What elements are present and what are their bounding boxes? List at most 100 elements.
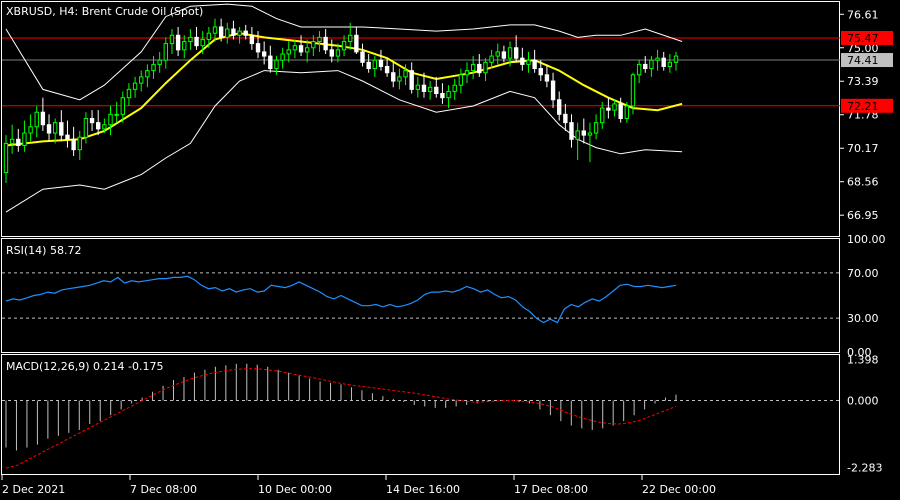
- current-price-tag: [841, 53, 893, 68]
- candle-body: [163, 43, 169, 61]
- candle-body: [77, 136, 82, 151]
- candle-body: [427, 86, 433, 92]
- candle-body: [550, 80, 556, 101]
- candle-body: [194, 36, 199, 47]
- candle-body: [403, 70, 408, 78]
- candle-body: [89, 117, 95, 124]
- rsi-tick-label: 30.00: [847, 312, 879, 325]
- candle-body: [348, 34, 353, 43]
- candle-body: [434, 86, 439, 95]
- time-tick-label: 14 Dec 16:00: [386, 483, 460, 496]
- candle-body: [65, 134, 70, 140]
- candle-body: [40, 111, 46, 126]
- candle-body: [483, 61, 488, 74]
- candle-body: [28, 126, 33, 134]
- candle-body: [507, 47, 513, 59]
- candle-body: [218, 26, 224, 38]
- price-panel-frame: [1, 1, 840, 237]
- candle-body: [237, 30, 242, 36]
- candle-body: [292, 45, 298, 51]
- candle-body: [249, 34, 255, 45]
- macd-panel[interactable]: MACD(12,26,9) 0.214 -0.175 1.398 0.000 -2.…: [1, 353, 883, 475]
- macd-tick-label: -2.283: [847, 462, 882, 475]
- candle-body: [520, 57, 525, 65]
- candle-body: [661, 57, 666, 67]
- candle-body: [311, 41, 316, 49]
- price-tick-label: 70.17: [847, 142, 879, 155]
- candle-body: [391, 72, 396, 82]
- candle-body: [581, 130, 586, 136]
- candle-body: [440, 93, 445, 99]
- candle-body: [22, 132, 27, 147]
- candle-body: [489, 55, 494, 63]
- candle-body: [71, 138, 76, 151]
- rsi-panel[interactable]: RSI(14) 58.72 100.00 70.00 30.00 0.00: [1, 233, 886, 359]
- candle-body: [317, 36, 322, 43]
- candle-body: [593, 122, 599, 134]
- price-tick-label: 73.39: [847, 75, 879, 88]
- candle-body: [231, 28, 236, 36]
- candle-body: [612, 103, 617, 111]
- macd-panel-frame: [1, 354, 840, 475]
- candle-body: [636, 63, 642, 76]
- candle-body: [372, 59, 377, 70]
- rsi-line: [5, 275, 677, 324]
- candle-body: [52, 122, 58, 134]
- candle-body: [341, 41, 347, 51]
- price-level-tag: [841, 30, 893, 45]
- rsi-tick-label: 0.00: [847, 346, 872, 359]
- price-panel[interactable]: XBRUSD, H4: Brent Crude Oil (Spot) 76.61…: [1, 1, 894, 237]
- price-level-label: 72.21: [847, 100, 879, 113]
- rsi-tick-label: 70.00: [847, 267, 879, 280]
- candle-body: [139, 76, 144, 84]
- candle-body: [495, 51, 500, 57]
- candle-body: [9, 138, 15, 144]
- candle-body: [446, 90, 451, 99]
- candle-body: [126, 88, 132, 99]
- price-level-label: 75.47: [847, 32, 879, 45]
- candle-body: [16, 138, 21, 147]
- candle-body: [108, 113, 113, 126]
- candle-body: [397, 76, 402, 82]
- candle-body: [274, 59, 279, 70]
- price-tick-label: 76.61: [847, 8, 879, 21]
- candle-body: [286, 49, 291, 55]
- candle-body: [169, 34, 175, 45]
- candle-body: [477, 63, 482, 74]
- bollinger-lower-band: [5, 70, 683, 213]
- candle-body: [34, 111, 39, 128]
- candle-body: [46, 124, 52, 134]
- price-tick-label: 66.95: [847, 209, 879, 222]
- candle-body: [384, 65, 390, 74]
- time-axis: 2 Dec 2021 7 Dec 08:00 10 Dec 00:00 14 Dec …: [1, 475, 716, 496]
- macd-signal-line: [5, 368, 677, 469]
- candle-body: [323, 36, 328, 51]
- candle-body: [624, 105, 630, 119]
- candle-body: [280, 53, 285, 61]
- candle-body: [188, 36, 193, 43]
- candle-body: [261, 51, 267, 57]
- time-tick-label: 2 Dec 2021: [2, 483, 65, 496]
- candle-body: [655, 57, 660, 61]
- price-level-tag: [841, 98, 893, 113]
- time-tick-label: 7 Dec 08:00: [130, 483, 197, 496]
- candle-body: [501, 51, 507, 59]
- candle-body: [212, 26, 218, 34]
- candle-body: [544, 74, 550, 82]
- candle-body: [470, 63, 476, 72]
- candle-body: [243, 30, 248, 36]
- candle-body: [96, 122, 101, 130]
- candle-body: [575, 130, 580, 140]
- candle-body: [643, 63, 648, 70]
- candle-body: [563, 113, 568, 124]
- candle-body: [102, 124, 107, 130]
- price-chart-title: XBRUSD, H4: Brent Crude Oil (Spot): [6, 5, 203, 18]
- candle-body: [255, 43, 261, 53]
- rsi-panel-frame: [1, 238, 840, 353]
- candle-body: [532, 59, 537, 70]
- candle-body: [360, 51, 365, 63]
- candle-body: [200, 38, 205, 47]
- macd-tick-label: 1.398: [847, 353, 879, 366]
- candle-body: [151, 63, 156, 72]
